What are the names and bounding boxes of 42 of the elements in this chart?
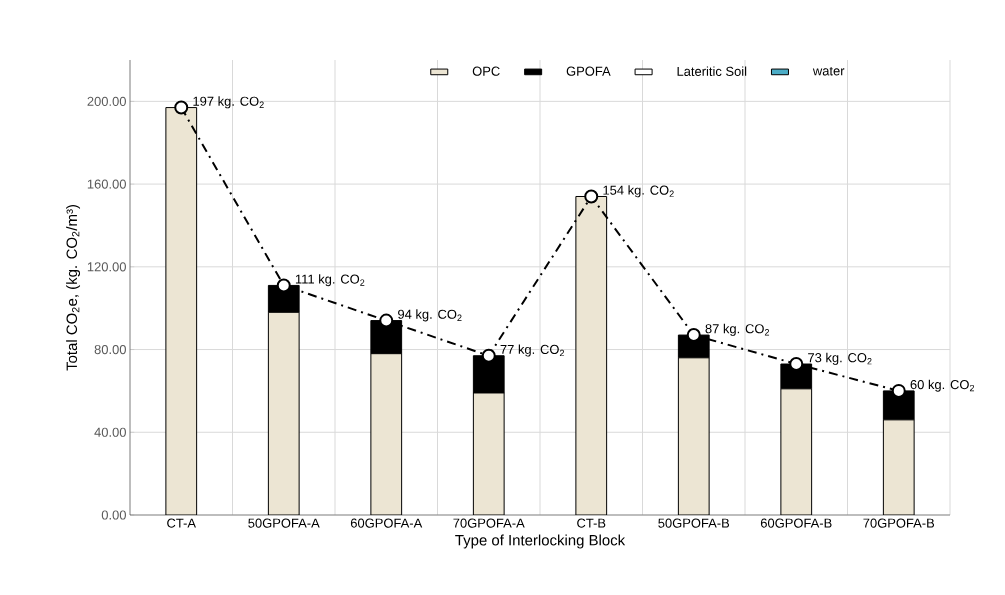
bar <box>267 311 300 515</box>
legend-label: GPOFA <box>566 66 611 76</box>
bar <box>370 353 403 515</box>
x-axis-title: Type of Interlocking Block <box>455 534 626 549</box>
point <box>379 313 394 328</box>
y-tick-label: 40.00 <box>94 427 126 437</box>
y-tick-label: 120.00 <box>87 262 126 272</box>
data-label: 77 kg. CO$_{2}$ <box>500 344 565 357</box>
bar <box>165 107 198 515</box>
x-tick-label: 50GPOFA-B <box>658 518 730 528</box>
data-label: 154 kg. CO$_{2}$ <box>603 185 674 198</box>
point <box>481 348 496 363</box>
legend-label: water <box>812 66 845 76</box>
data-label: 73 kg. CO$_{2}$ <box>808 352 872 365</box>
y-tick-label: 200.00 <box>87 96 126 106</box>
point <box>584 189 599 204</box>
bar <box>882 419 915 515</box>
legend-label: OPC <box>472 66 500 76</box>
bar <box>472 392 505 515</box>
y-tick-label: 80.00 <box>94 344 126 355</box>
bar <box>780 388 813 515</box>
bar <box>575 196 608 515</box>
y-tick-label: 160.00 <box>87 179 126 189</box>
data-label: 111 kg. CO$_{2}$ <box>295 274 365 287</box>
data-label: 87 kg. CO$_{2}$ <box>705 323 770 336</box>
point <box>276 278 291 293</box>
y-tick-label: 0.00 <box>101 510 126 520</box>
x-tick-label: 70GPOFA-B <box>863 518 935 528</box>
data-label: 60 kg. CO$_{2}$ <box>910 379 975 392</box>
x-tick-label: 60GPOFA-B <box>760 518 832 528</box>
x-tick-label: CT-B <box>577 518 606 528</box>
y-axis-title: Total CO$_{2}$e, (kg. CO$_{2}$/m³) <box>66 205 81 371</box>
x-tick-label: 60GPOFA-A <box>350 518 423 528</box>
legend-label: Lateritic Soil <box>677 66 747 76</box>
point <box>174 100 189 115</box>
bar <box>677 357 710 515</box>
x-tick-label: CT-A <box>167 518 196 528</box>
x-tick-label: 70GPOFA-A <box>453 518 525 528</box>
data-label: 94 kg. CO$_{2}$ <box>398 309 462 322</box>
data-label: 197 kg. CO$_{2}$ <box>193 96 264 109</box>
point <box>891 383 906 398</box>
x-tick-label: 50GPOFA-A <box>248 518 320 528</box>
